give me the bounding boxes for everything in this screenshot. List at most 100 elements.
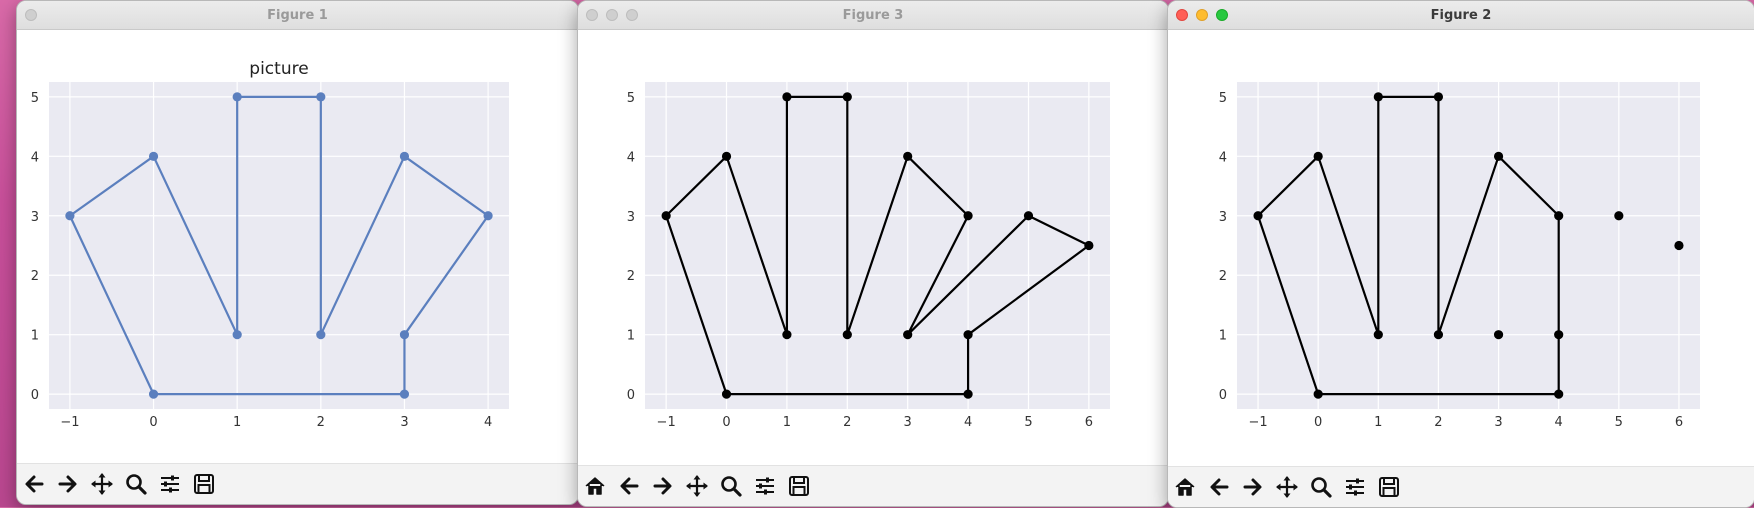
back-arrow-button[interactable] xyxy=(1204,472,1234,502)
navigation-toolbar xyxy=(578,465,1168,506)
data-point xyxy=(782,92,792,102)
zoom-icon xyxy=(126,474,147,495)
data-point xyxy=(483,211,493,221)
save-button[interactable] xyxy=(189,469,219,499)
maximize-button[interactable] xyxy=(626,9,638,21)
data-point xyxy=(1023,211,1034,221)
zoom-button[interactable] xyxy=(1306,472,1336,502)
data-point xyxy=(399,389,410,399)
pan-button[interactable] xyxy=(87,469,117,499)
chart: −1 0 1 2 3 4 0 1 2 3 4 5 picture xyxy=(31,59,509,430)
y-tick-label: 5 xyxy=(1219,91,1227,106)
data-point xyxy=(1554,211,1564,221)
y-tick-label: 0 xyxy=(31,388,39,403)
plot-area xyxy=(49,82,509,409)
pan-button[interactable] xyxy=(682,471,712,501)
save-button[interactable] xyxy=(784,471,814,501)
data-point xyxy=(842,92,852,102)
x-tick-label: 2 xyxy=(843,415,851,430)
window-controls xyxy=(586,9,638,21)
configure-subplots-button[interactable] xyxy=(1340,472,1370,502)
window-titlebar[interactable]: Figure 2 xyxy=(1168,1,1754,30)
x-tick-label: −1 xyxy=(60,415,79,430)
x-tick-label: 1 xyxy=(1374,415,1382,430)
window-titlebar[interactable]: Figure 3 xyxy=(578,1,1168,30)
data-point xyxy=(721,151,732,161)
figure-2-window: Figure 2 −1 0 1 2 3 4 5 6 0 1 2 3 4 5 xyxy=(1167,0,1754,508)
data-point xyxy=(842,330,852,340)
minimize-button[interactable] xyxy=(1196,9,1208,21)
x-tick-label: 3 xyxy=(400,415,408,430)
maximize-button[interactable] xyxy=(1216,9,1228,21)
data-point xyxy=(721,389,732,399)
x-tick-label: 4 xyxy=(1555,415,1563,430)
x-tick-label: −1 xyxy=(1248,415,1267,430)
configure-subplots-icon xyxy=(1346,478,1364,496)
data-point xyxy=(1313,151,1323,161)
y-tick-label: 2 xyxy=(627,269,635,284)
data-point xyxy=(1493,151,1504,161)
data-point xyxy=(1313,389,1323,399)
pan-icon xyxy=(91,473,113,495)
back-arrow-button[interactable] xyxy=(614,471,644,501)
zoom-button[interactable] xyxy=(716,471,746,501)
save-icon xyxy=(194,474,214,494)
home-button[interactable] xyxy=(1170,472,1200,502)
window-titlebar[interactable]: Figure 1 xyxy=(17,1,578,30)
chart: −1 0 1 2 3 4 5 6 0 1 2 3 4 5 xyxy=(1219,82,1700,430)
x-tick-label: 5 xyxy=(1615,415,1623,430)
data-point xyxy=(1554,330,1564,340)
data-point xyxy=(903,151,913,161)
x-tick-label: 4 xyxy=(964,415,972,430)
save-icon xyxy=(789,476,809,496)
configure-subplots-button[interactable] xyxy=(750,471,780,501)
pan-icon xyxy=(686,475,708,497)
y-tick-label: 5 xyxy=(627,91,635,106)
data-point xyxy=(148,389,159,399)
back-arrow-icon xyxy=(25,475,44,493)
minimize-button[interactable] xyxy=(606,9,618,21)
y-tick-label: 4 xyxy=(1219,150,1227,165)
close-button[interactable] xyxy=(25,9,37,21)
y-tick-label: 3 xyxy=(31,210,39,225)
data-point xyxy=(316,330,326,340)
x-tick-label: 6 xyxy=(1675,415,1683,430)
configure-subplots-icon xyxy=(161,475,179,493)
forward-arrow-button[interactable] xyxy=(1238,472,1268,502)
x-tick-label: 1 xyxy=(233,415,241,430)
window-title: Figure 1 xyxy=(267,8,328,23)
close-button[interactable] xyxy=(586,9,598,21)
x-tick-label: 6 xyxy=(1085,415,1093,430)
save-icon xyxy=(1379,477,1399,497)
pan-button[interactable] xyxy=(1272,472,1302,502)
forward-arrow-button[interactable] xyxy=(648,471,678,501)
window-title: Figure 3 xyxy=(842,8,904,23)
x-tick-label: 4 xyxy=(484,415,492,430)
x-tick-label: 3 xyxy=(1494,415,1502,430)
data-point xyxy=(399,330,410,340)
window-controls xyxy=(1176,9,1228,21)
data-point xyxy=(1614,211,1624,221)
data-point xyxy=(1674,240,1684,251)
x-tick-label: 1 xyxy=(783,415,791,430)
data-point xyxy=(1554,389,1564,399)
configure-subplots-button[interactable] xyxy=(155,469,185,499)
y-tick-label: 2 xyxy=(31,269,39,284)
forward-arrow-icon xyxy=(653,477,672,495)
x-tick-label: 2 xyxy=(317,415,325,430)
close-button[interactable] xyxy=(1176,9,1188,21)
y-tick-label: 1 xyxy=(31,329,39,344)
save-button[interactable] xyxy=(1374,472,1404,502)
zoom-button[interactable] xyxy=(121,469,151,499)
home-button[interactable] xyxy=(580,471,610,501)
y-tick-label: 1 xyxy=(1219,329,1227,344)
series-line xyxy=(1257,95,1560,396)
y-tick-label: 0 xyxy=(627,388,635,403)
navigation-toolbar xyxy=(1168,466,1754,507)
data-point xyxy=(903,330,913,340)
data-point xyxy=(1373,330,1383,340)
data-point xyxy=(399,151,410,161)
back-arrow-button[interactable] xyxy=(19,469,49,499)
y-tick-label: 4 xyxy=(31,150,39,165)
forward-arrow-button[interactable] xyxy=(53,469,83,499)
